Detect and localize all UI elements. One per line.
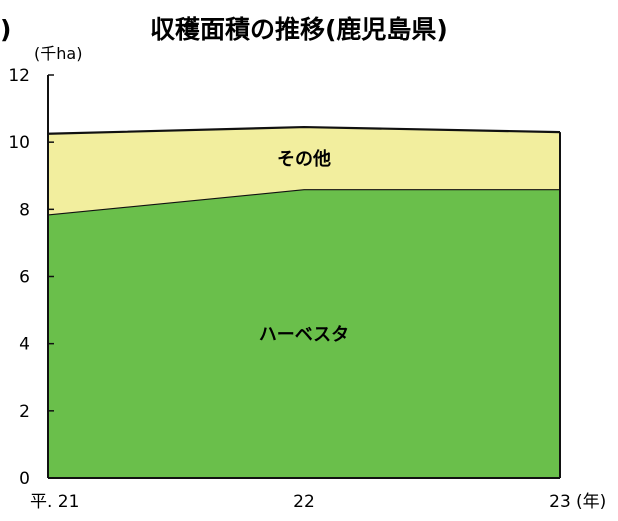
tick-labels: 0 2 4 6 8 10 12 平. 21 22 23 (年) ハーベスタ その他 [8, 66, 606, 512]
y-tick-label: 6 [19, 268, 30, 288]
x-tick-label: 22 [293, 492, 315, 512]
y-tick-label: 10 [8, 133, 30, 153]
chart-title-fragment: ) [0, 15, 11, 44]
y-tick-label: 8 [19, 200, 30, 220]
area-series-1 [48, 127, 560, 215]
y-tick-label: 0 [19, 469, 30, 489]
area-series-0 [48, 189, 560, 478]
y-tick-label: 2 [19, 402, 30, 422]
x-tick-label: 23 [549, 492, 571, 512]
y-tick-label: 4 [19, 335, 30, 355]
axes [47, 74, 561, 479]
series-label-0: ハーベスタ [259, 325, 349, 346]
x-tick-label: 平. 21 [30, 492, 79, 512]
x-axis-unit-label: (年) [576, 492, 606, 512]
series-label-1: その他 [277, 148, 331, 170]
y-tick-label: 12 [8, 66, 30, 86]
chart-title: 収穫面積の推移(鹿児島県) [150, 15, 448, 44]
series-top-line-1 [47, 125, 561, 135]
plot-area [47, 125, 561, 478]
y-axis-unit-label: (千ha) [34, 44, 82, 63]
